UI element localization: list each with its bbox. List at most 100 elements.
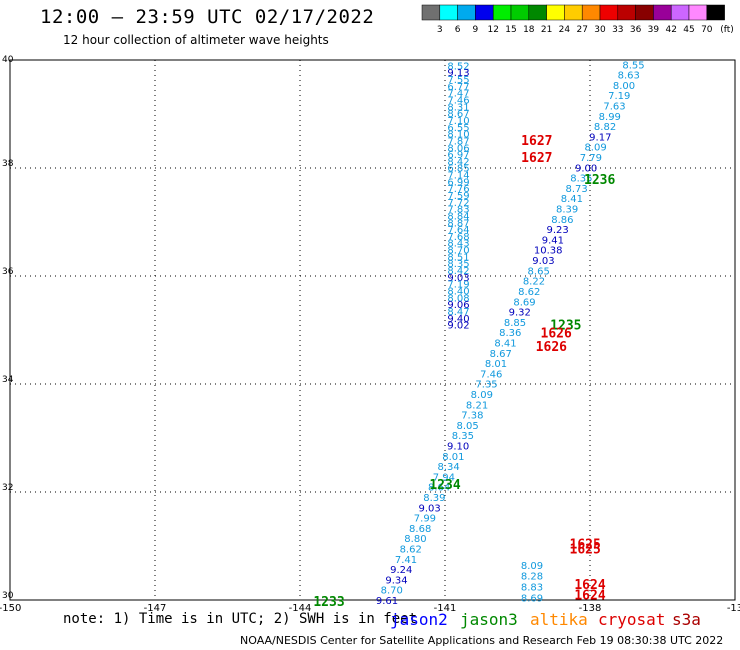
- legend-swatch: [688, 4, 708, 21]
- lat-tick-label: 30: [2, 591, 14, 601]
- swh-value: 6.77: [447, 82, 469, 93]
- legend-swatch: [457, 4, 476, 21]
- map-frame: [9, 59, 736, 601]
- swh-value: 8.39: [556, 205, 578, 216]
- swh-value: 7.19: [608, 91, 630, 102]
- swh-value: 9.00: [575, 163, 597, 174]
- swh-value: 8.05: [456, 421, 478, 432]
- mission-label-s3a: s3a: [672, 610, 701, 629]
- swh-value: 7.14: [447, 171, 469, 182]
- swh-value: 9.34: [385, 575, 407, 586]
- lon-tick-label: -138: [579, 603, 602, 614]
- legend-swatch: [546, 4, 565, 21]
- swh-value: 8.21: [466, 400, 488, 411]
- swh-value: 8.40: [447, 286, 469, 297]
- swh-value: 7.83: [447, 205, 469, 216]
- legend-label: 6: [455, 25, 461, 35]
- swh-value: 8.67: [447, 109, 469, 120]
- swh-value: 8.39: [423, 493, 445, 504]
- swh-value: 8.65: [528, 266, 550, 277]
- swh-value: 8.41: [561, 194, 583, 205]
- pass-time-label: 1627: [521, 134, 552, 149]
- pass-time-label: 1235: [550, 319, 581, 334]
- legend-label: 24: [559, 25, 571, 35]
- pass-time-label: 1236: [584, 173, 615, 188]
- legend-label: 42: [665, 25, 676, 35]
- swh-value: 8.80: [404, 534, 426, 545]
- swh-value: 9.41: [542, 235, 564, 246]
- legend-swatch: [492, 4, 512, 21]
- legend-label: 33: [612, 25, 623, 35]
- swh-value: 8.86: [551, 215, 573, 226]
- swh-value: 8.09: [471, 390, 493, 401]
- legend-label: 15: [505, 25, 516, 35]
- swh-value: 7.64: [447, 225, 469, 236]
- swh-value: 7.10: [447, 116, 469, 127]
- lon-tick-label: -150: [0, 603, 21, 614]
- legend-swatch: [635, 4, 654, 21]
- pass-time-label: 1627: [521, 151, 552, 166]
- legend-label: 36: [630, 25, 642, 35]
- swh-tracks: 8.558.638.007.197.638.998.829.178.097.79…: [376, 60, 645, 607]
- swh-value: 8.41: [494, 338, 516, 349]
- lat-tick-label: 36: [2, 267, 14, 277]
- legend-unit: (ft): [720, 25, 734, 35]
- color-legend: 3 6 9 12 15 18 21 24 27 30 33 36 39 42 45 70 (ft): [421, 4, 734, 35]
- swh-value: 7.63: [603, 102, 625, 113]
- swh-value: 9.24: [390, 565, 412, 576]
- swh-value: 7.41: [395, 555, 417, 566]
- swh-value: 7.35: [475, 380, 497, 391]
- legend-label: 9: [473, 25, 479, 35]
- legend-label: 70: [701, 25, 713, 35]
- legend-swatch: [421, 4, 441, 21]
- legend-label: 3: [437, 25, 443, 35]
- swh-value: 8.63: [618, 71, 640, 82]
- swh-value: 8.28: [521, 572, 543, 583]
- swh-value: 7.47: [447, 89, 469, 100]
- swh-value: 8.34: [437, 462, 459, 473]
- swh-value: 8.36: [499, 328, 521, 339]
- swh-value: 6.99: [447, 177, 469, 188]
- legend-swatch: [653, 4, 672, 21]
- swh-value: 8.35: [452, 431, 474, 442]
- swh-value: 9.06: [447, 300, 469, 311]
- pass-time-label: 1625: [570, 543, 601, 558]
- lon-tick-label: -141: [434, 603, 457, 614]
- swh-value: 8.69: [513, 297, 535, 308]
- swh-value: 8.51: [447, 252, 469, 263]
- swh-value: 7.38: [461, 411, 483, 422]
- legend-label: 12: [487, 25, 498, 35]
- swh-value: 7.55: [447, 75, 469, 86]
- swh-value: 9.40: [447, 314, 469, 325]
- swh-value: 7.72: [447, 198, 469, 209]
- swh-value: 8.35: [447, 259, 469, 270]
- swh-value: 8.42: [447, 266, 469, 277]
- legend-label: 27: [576, 25, 587, 35]
- axis-labels: -150 -147 -144 -141 -138 -13 30 32 34 36 38 40: [0, 55, 740, 614]
- swh-value: 8.67: [490, 349, 512, 360]
- pass-time-label: 1626: [536, 340, 567, 355]
- swh-value: 8.10: [447, 130, 469, 141]
- swh-value: 9.02: [447, 321, 469, 332]
- legend-label: 21: [541, 25, 552, 35]
- swh-value: 8.01: [485, 359, 507, 370]
- swh-value: 8.83: [521, 583, 543, 594]
- legend-swatch: [439, 4, 458, 21]
- lon-tick-label: -13: [727, 603, 740, 614]
- swh-value: 6.97: [447, 150, 469, 161]
- swh-value: 8.09: [584, 143, 606, 154]
- legend-swatch: [564, 4, 583, 21]
- mission-label-cryosat: cryosat: [598, 610, 666, 629]
- swh-value: 7.46: [447, 96, 469, 107]
- swh-value: 8.70: [447, 246, 469, 257]
- swh-value: 7.94: [433, 472, 455, 483]
- swh-value: 8.52: [447, 61, 469, 72]
- pass-times: 1627162712361235162616261234162516251624…: [313, 134, 615, 610]
- legend-swatch: [706, 4, 725, 21]
- swh-value: 8.09: [521, 561, 543, 572]
- mission-label-jason3: jason3: [460, 610, 518, 629]
- legend-swatch: [617, 4, 636, 21]
- legend-swatch: [510, 4, 530, 21]
- swh-value: 7.79: [580, 153, 602, 164]
